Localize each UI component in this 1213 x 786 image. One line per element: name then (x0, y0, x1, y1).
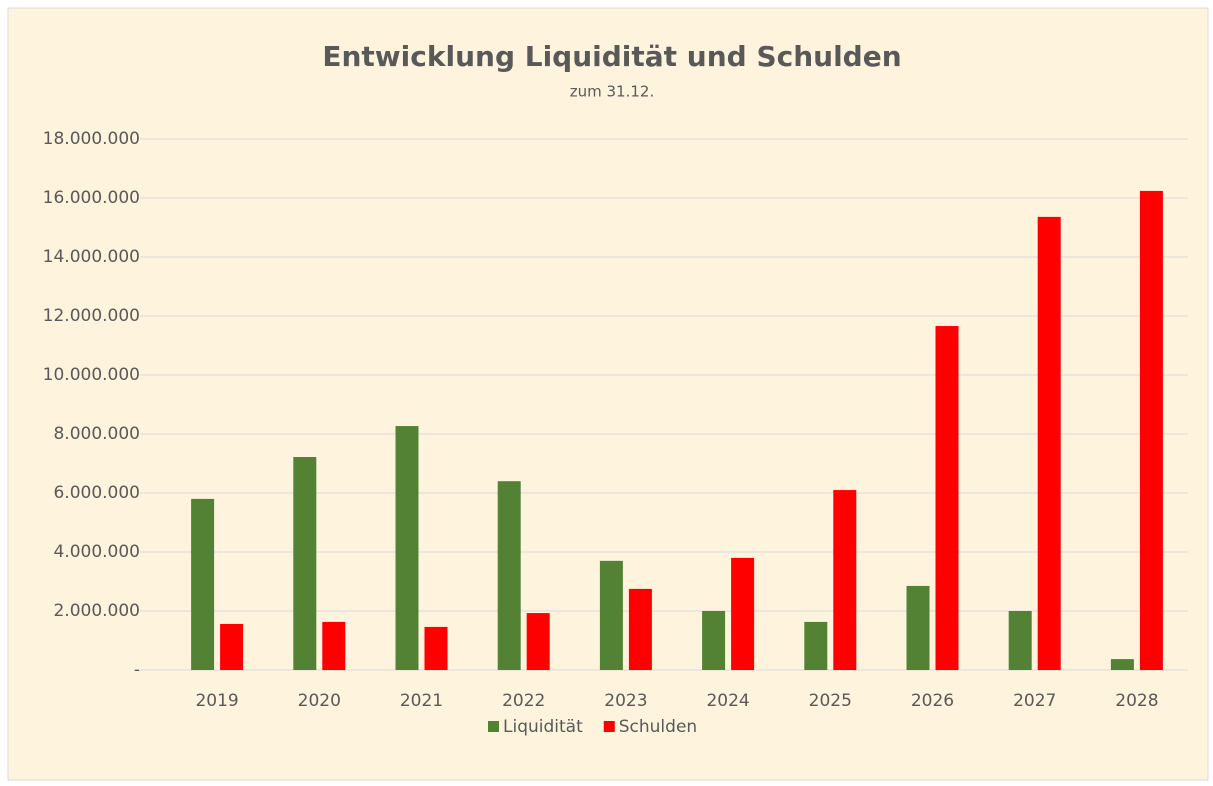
bar (731, 557, 755, 670)
y-tick-label: 16.000.000 (43, 188, 140, 208)
legend-swatch (488, 721, 499, 732)
x-tick-label: 2028 (1115, 691, 1158, 711)
legend-swatch (603, 721, 615, 732)
bar (599, 560, 623, 670)
y-tick-label: 18.000.000 (43, 129, 140, 149)
x-tick-label: 2023 (604, 691, 647, 711)
bar (220, 623, 244, 670)
bar (526, 613, 550, 670)
bar (628, 588, 652, 670)
bar (395, 426, 419, 670)
bar (1110, 659, 1134, 670)
x-tick-label: 2025 (809, 691, 852, 711)
legend-label: Liquidität (503, 717, 583, 737)
y-tick-label: 6.000.000 (53, 483, 140, 503)
x-tick-label: 2026 (911, 691, 954, 711)
bar (1037, 216, 1061, 670)
bar (191, 498, 215, 670)
y-tick-label: 2.000.000 (53, 601, 140, 621)
y-tick-label: 14.000.000 (43, 247, 140, 267)
bar (1008, 611, 1032, 670)
x-tick-label: 2021 (400, 691, 443, 711)
bar (424, 626, 448, 670)
bar (293, 457, 317, 670)
x-tick-label: 2027 (1013, 691, 1056, 711)
bar (935, 326, 959, 670)
x-tick-label: 2022 (502, 691, 545, 711)
bar (322, 621, 346, 670)
bar (833, 490, 857, 670)
x-tick-label: 2020 (298, 691, 341, 711)
bar (804, 621, 828, 670)
y-tick-label: 8.000.000 (53, 424, 140, 444)
bar (497, 481, 521, 670)
legend-label: Schulden (619, 717, 697, 737)
x-tick-label: 2024 (706, 691, 749, 711)
chart-subtitle: zum 31.12. (570, 83, 654, 101)
y-tick-label: 4.000.000 (53, 542, 140, 562)
y-tick-label: 12.000.000 (43, 306, 140, 326)
y-tick-label: - (134, 660, 140, 680)
x-tick-label: 2019 (195, 691, 238, 711)
bar (1139, 190, 1163, 671)
y-tick-label: 10.000.000 (43, 365, 140, 385)
bar (906, 585, 930, 670)
chart-title: Entwicklung Liquidität und Schulden (322, 40, 901, 73)
bar (702, 611, 726, 670)
